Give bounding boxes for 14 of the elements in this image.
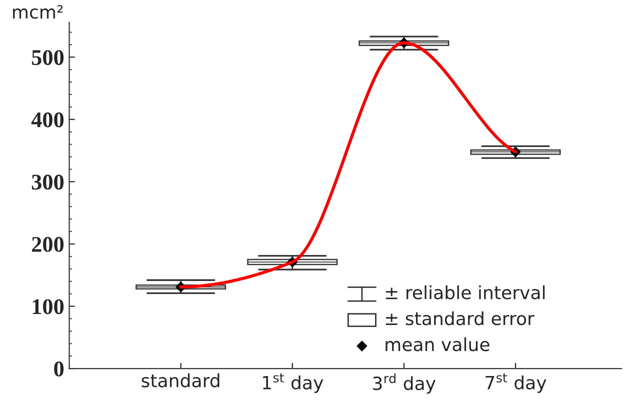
y-tick-label: 100 — [32, 299, 64, 314]
annotation: ± reliable interval — [386, 285, 545, 300]
x-tick-label: 1$^{st}$ day — [263, 373, 324, 393]
y-tick-label: 300 — [32, 174, 64, 190]
y-tick-label: 0 — [54, 361, 64, 376]
annotation: ± standard error — [386, 311, 534, 326]
y-tick-label: 200 — [32, 236, 64, 252]
annotation: mean value — [386, 337, 490, 352]
y-tick-label: 500 — [32, 50, 64, 66]
x-tick-label: 7$^{st}$ day — [486, 373, 546, 393]
y-axis-title: mcm² — [13, 5, 63, 19]
x-tick-label: 3$^{rd}$ day — [373, 373, 436, 394]
y-tick-label: 400 — [31, 112, 64, 128]
x-tick-label: standard — [142, 373, 220, 388]
